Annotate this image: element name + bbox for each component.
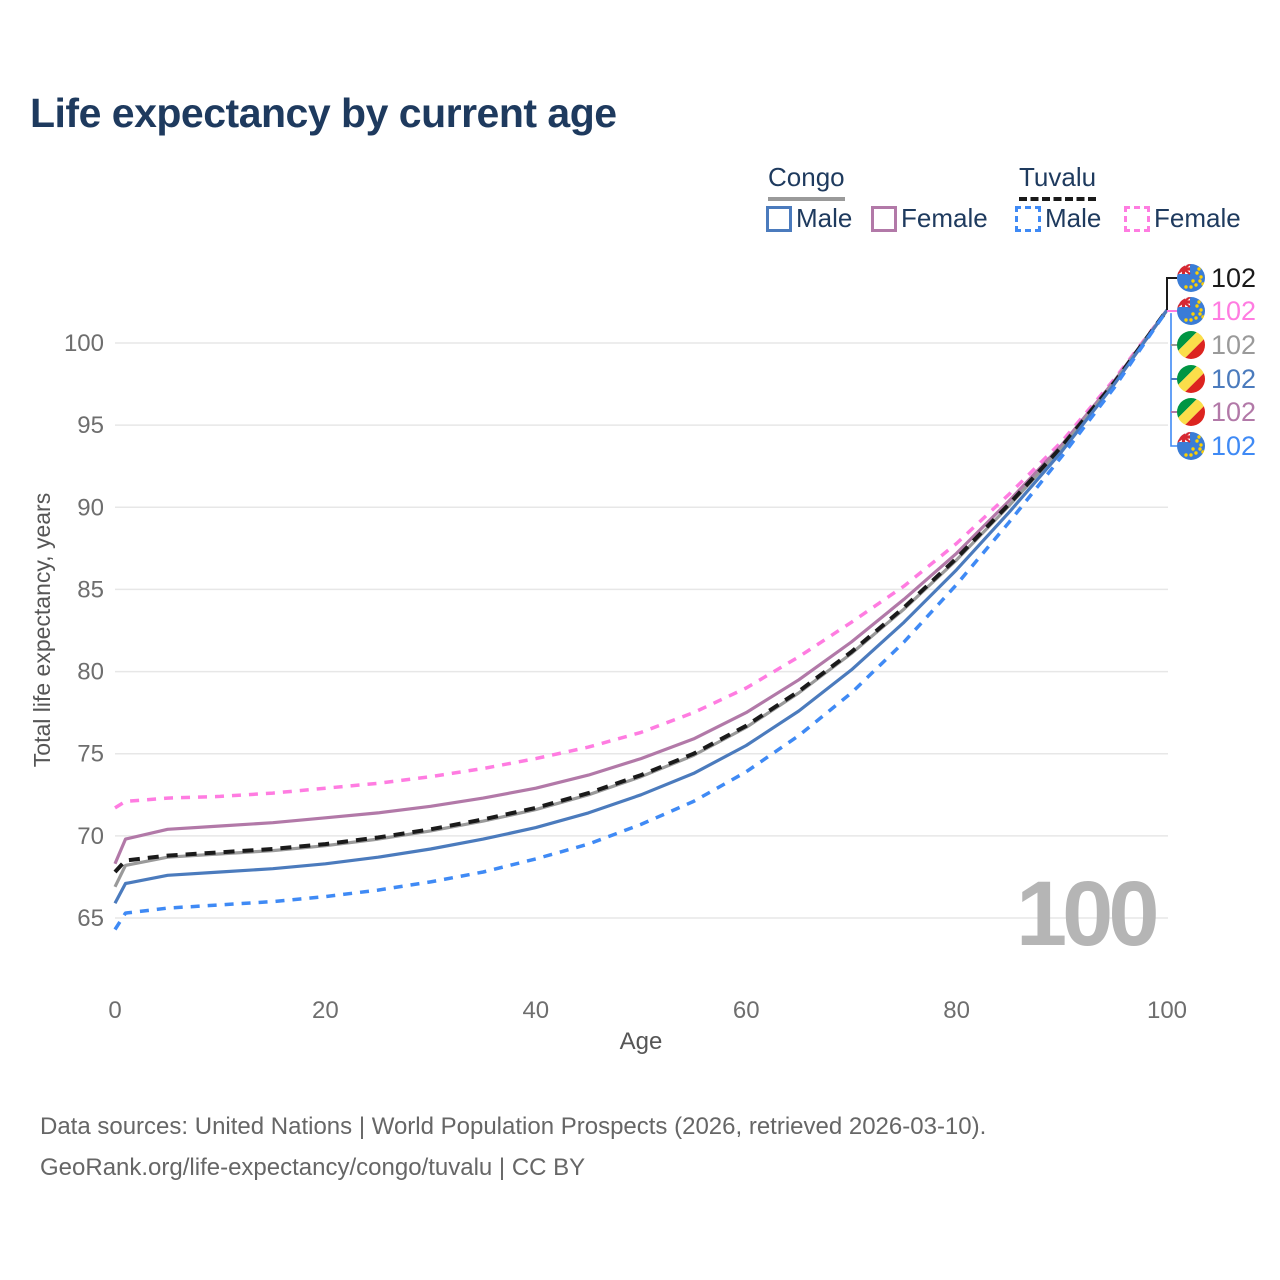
y-axis-title: Total life expectancy, years (29, 493, 55, 767)
congo-flag-icon[interactable] (1161, 349, 1220, 408)
tuvalu-female-swatch-icon (1124, 205, 1150, 232)
legend-group-tuvalu-label: Tuvalu (1019, 162, 1097, 192)
x-tick-label: 40 (522, 997, 549, 1024)
series-line-tuvalu[interactable] (113, 308, 1169, 874)
footer-url-line: GeoRank.org/life-expectancy/congo/tuvalu… (40, 1154, 586, 1181)
congo-flag-icon[interactable] (1161, 315, 1220, 374)
legend-group-congo[interactable]: Congo (768, 162, 845, 201)
legend-group-tuvalu[interactable]: Tuvalu (1019, 162, 1097, 201)
tuvalu-male-swatch-icon (1015, 205, 1041, 232)
legend-item-tuvalu-female[interactable]: Female (1124, 203, 1241, 234)
series-line-congo-female[interactable] (113, 309, 1169, 865)
y-tick-label: 65 (77, 905, 104, 932)
legend-item-label: Male (796, 203, 853, 233)
end-label-value-congo[interactable]: 102 (1211, 330, 1256, 360)
end-label-value-congo-female[interactable]: 102 (1211, 397, 1256, 427)
x-tick-label: 20 (312, 997, 339, 1024)
y-tick-label: 75 (77, 741, 104, 768)
y-tick-label: 85 (77, 576, 104, 603)
legend-item-label: Male (1045, 203, 1102, 233)
page-title: Life expectancy by current age (30, 90, 617, 136)
tuvalu-flag-icon[interactable] (1177, 264, 1205, 292)
y-tick-label: 100 (64, 330, 104, 357)
x-tick-label: 60 (733, 997, 760, 1024)
legend-group-congo-label: Congo (768, 162, 845, 192)
series-line-congo-male[interactable] (113, 309, 1169, 904)
y-tick-label: 70 (77, 823, 104, 850)
y-tick-label: 80 (77, 659, 104, 686)
x-tick-label: 100 (1147, 997, 1187, 1024)
tuvalu-flag-icon[interactable] (1177, 432, 1205, 460)
end-label-value-tuvalu-female[interactable]: 102 (1211, 296, 1256, 326)
legend-item-congo-female[interactable]: Female (871, 203, 988, 234)
congo-female-swatch-icon (871, 205, 897, 232)
legend-item-label: Female (901, 203, 988, 233)
series-line-congo[interactable] (113, 309, 1169, 888)
x-tick-label: 80 (943, 997, 970, 1024)
series-line-tuvalu-male[interactable] (113, 309, 1169, 931)
hovered-age-watermark: 100 (1016, 863, 1160, 965)
legend-item-label: Female (1154, 203, 1241, 233)
x-tick-label: 0 (108, 997, 121, 1024)
leader-bracket (1170, 313, 1177, 447)
tuvalu-flag-icon[interactable] (1177, 297, 1205, 325)
end-label-value-tuvalu[interactable]: 102 (1211, 263, 1256, 293)
footer-sources-line: Data sources: United Nations | World Pop… (40, 1113, 987, 1140)
end-label-value-congo-male[interactable]: 102 (1211, 364, 1256, 394)
legend-item-congo-male[interactable]: Male (766, 203, 852, 234)
footer: Data sources: United Nations | World Pop… (40, 1106, 986, 1188)
y-tick-label: 95 (77, 412, 104, 439)
x-axis-title: Age (620, 1028, 663, 1055)
leader-line (1166, 277, 1177, 311)
congo-male-swatch-icon (766, 205, 792, 232)
legend-item-tuvalu-male[interactable]: Male (1015, 203, 1101, 234)
series-line-tuvalu-female[interactable] (114, 309, 1169, 810)
congo-flag-icon[interactable] (1161, 382, 1220, 441)
y-tick-label: 90 (77, 494, 104, 521)
end-label-value-tuvalu-male[interactable]: 102 (1211, 431, 1256, 461)
